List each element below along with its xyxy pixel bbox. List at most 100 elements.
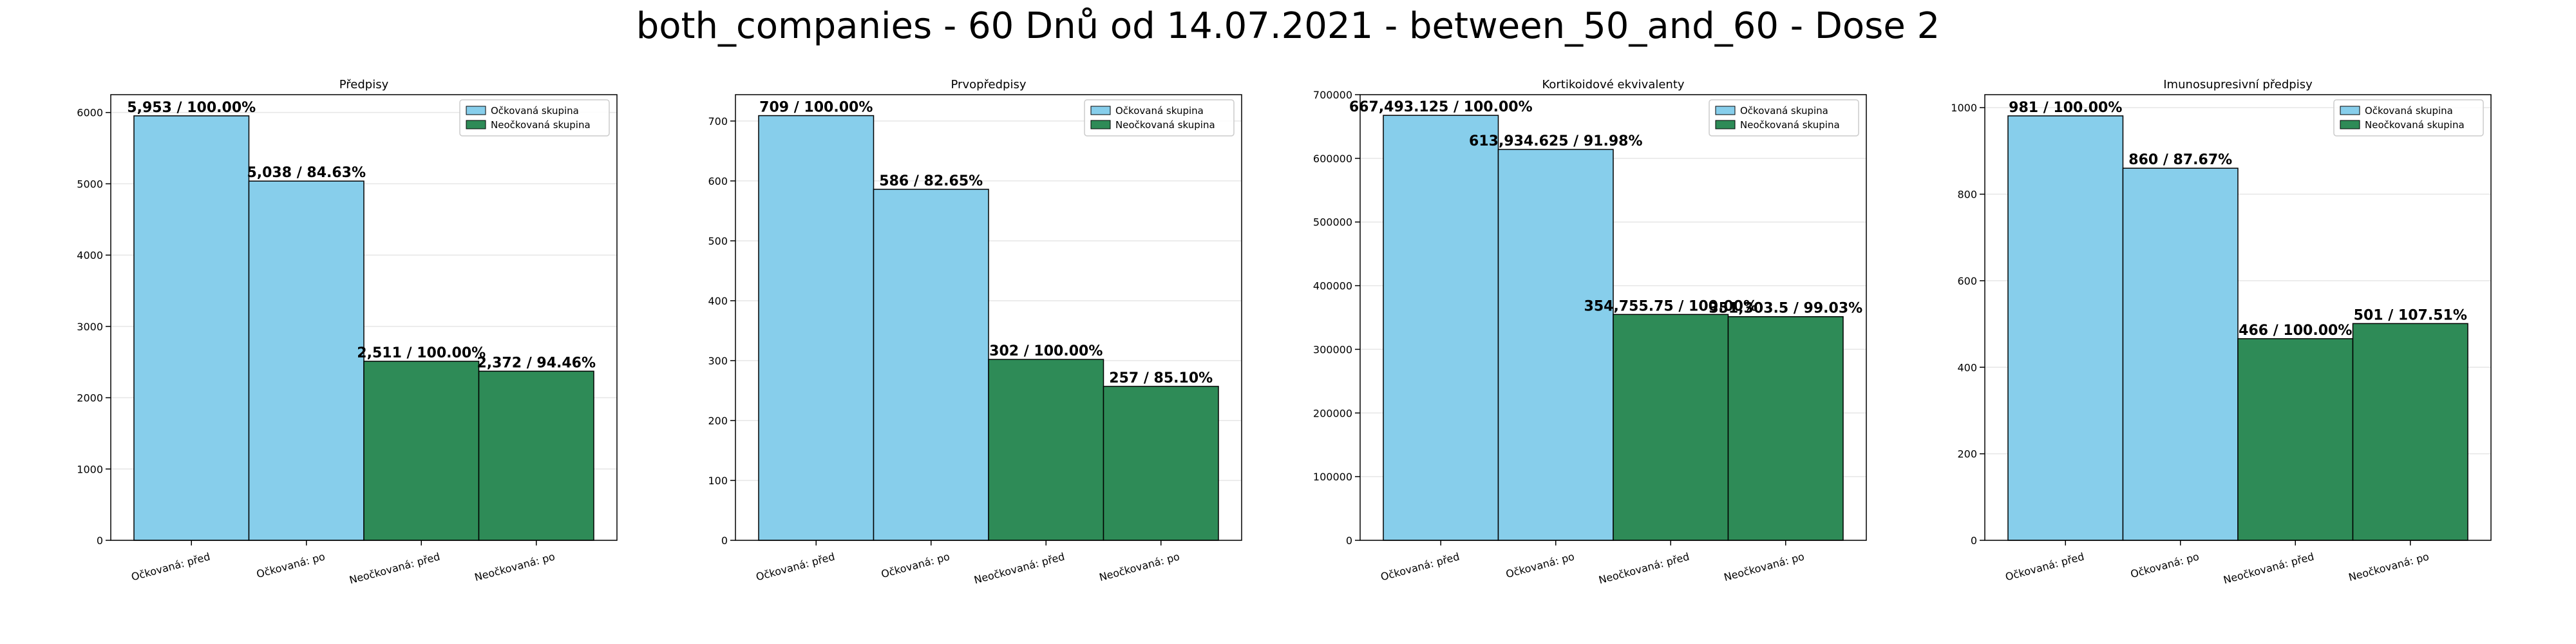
x-tick-label: Očkovaná: po bbox=[1504, 551, 1576, 581]
bar-vaccinated bbox=[758, 115, 875, 541]
bar-unvaccinated bbox=[1613, 314, 1729, 541]
legend-swatch bbox=[2340, 106, 2360, 115]
x-tick-label: Neočkovaná: před bbox=[2222, 551, 2315, 587]
data-label: 667,493.125 / 100.00% bbox=[1349, 99, 1533, 115]
y-tick-label: 0 bbox=[1971, 535, 1977, 547]
data-label: 466 / 100.00% bbox=[2239, 323, 2352, 339]
legend-box bbox=[1084, 99, 1235, 137]
chart-title: Předpisy bbox=[339, 78, 389, 91]
y-tick-label: 300 bbox=[708, 355, 728, 367]
bar-unvaccinated bbox=[1103, 386, 1219, 541]
x-tick-label: Neočkovaná: před bbox=[972, 551, 1066, 587]
legend-label: Očkovaná skupina bbox=[491, 105, 579, 117]
data-label: 257 / 85.10% bbox=[1109, 370, 1213, 386]
data-label: 501 / 107.51% bbox=[2354, 307, 2467, 323]
figure-title: both_companies - 60 Dnů od 14.07.2021 - … bbox=[636, 5, 1940, 47]
axes-frame bbox=[735, 94, 1242, 541]
y-tick-label: 2000 bbox=[77, 392, 103, 404]
bar-unvaccinated bbox=[478, 370, 594, 541]
legend-swatch bbox=[466, 120, 486, 129]
data-label: 709 / 100.00% bbox=[759, 100, 873, 116]
legend-box bbox=[2333, 99, 2484, 137]
y-tick-label: 600 bbox=[708, 175, 728, 187]
legend-label: Neočkovaná skupina bbox=[2365, 119, 2465, 131]
y-tick-label: 0 bbox=[97, 535, 103, 547]
axes-frame bbox=[1359, 94, 1867, 541]
bar-vaccinated bbox=[873, 189, 989, 541]
legend-label: Očkovaná skupina bbox=[1115, 105, 1204, 117]
y-tick-label: 0 bbox=[1346, 535, 1352, 547]
legend-swatch bbox=[1715, 106, 1736, 115]
y-tick-label: 200 bbox=[708, 415, 728, 427]
legend-swatch bbox=[1090, 106, 1111, 115]
bar-unvaccinated bbox=[2352, 323, 2468, 541]
legend-label: Očkovaná skupina bbox=[1740, 105, 1828, 117]
y-tick-label: 0 bbox=[721, 535, 728, 547]
legend-swatch bbox=[1715, 120, 1736, 129]
y-tick-label: 600 bbox=[1957, 275, 1977, 287]
y-tick-label: 800 bbox=[1957, 189, 1977, 201]
y-tick-label: 700 bbox=[708, 115, 728, 128]
data-label: 302 / 100.00% bbox=[989, 343, 1103, 359]
x-tick-label: Očkovaná: před bbox=[2004, 551, 2086, 583]
chart-title: Kortikoidové ekvivalenty bbox=[1542, 78, 1684, 91]
bar-unvaccinated bbox=[1727, 316, 1844, 541]
chart-panel-4: 0 200 400 600 800 1000 981 / 100.00% Očkovaná: … bbox=[1951, 78, 2492, 587]
y-tick-label: 400000 bbox=[1313, 280, 1352, 292]
bar-vaccinated bbox=[2122, 167, 2239, 541]
x-tick-label: Očkovaná: před bbox=[755, 551, 837, 583]
bar-unvaccinated bbox=[2237, 338, 2354, 541]
x-tick-label: Očkovaná: před bbox=[130, 551, 212, 583]
data-label: 5,953 / 100.00% bbox=[127, 100, 256, 116]
x-tick-label: Očkovaná: po bbox=[2129, 551, 2201, 581]
data-label: 2,511 / 100.00% bbox=[357, 345, 486, 361]
y-tick-label: 100 bbox=[708, 475, 728, 487]
y-tick-label: 4000 bbox=[77, 249, 103, 261]
chart-panel-3: 0 100000 200000 300000 400000 500000 600000 700… bbox=[1313, 78, 1867, 587]
legend-label: Neočkovaná skupina bbox=[1115, 119, 1215, 131]
bar-vaccinated bbox=[2007, 115, 2124, 541]
chart-panel-1: 0 1000 2000 3000 4000 5000 6000 5,953 / 100.00%… bbox=[77, 78, 618, 587]
y-tick-label: 3000 bbox=[77, 321, 103, 333]
y-tick-label: 6000 bbox=[77, 107, 103, 119]
legend-swatch bbox=[1090, 120, 1111, 129]
x-tick-label: Neočkovaná: po bbox=[2347, 551, 2430, 584]
y-tick-label: 500000 bbox=[1313, 216, 1352, 229]
x-tick-label: Neočkovaná: po bbox=[1098, 551, 1181, 584]
chart-title: Imunosupresivní předpisy bbox=[2163, 78, 2313, 91]
bar-vaccinated bbox=[248, 180, 365, 541]
axes-frame bbox=[1984, 94, 2492, 541]
x-tick-label: Očkovaná: po bbox=[255, 551, 327, 581]
data-label: 5,038 / 84.63% bbox=[247, 165, 366, 181]
legend-swatch bbox=[2340, 120, 2360, 129]
legend-box bbox=[459, 99, 610, 137]
x-tick-label: Neočkovaná: před bbox=[1597, 551, 1690, 587]
legend-label: Neočkovaná skupina bbox=[1740, 119, 1840, 131]
data-label: 354,755.75 / 100.00% bbox=[1584, 298, 1757, 314]
legend-label: Očkovaná skupina bbox=[2365, 105, 2453, 117]
y-tick-label: 100000 bbox=[1313, 471, 1352, 483]
data-label: 613,934.625 / 91.98% bbox=[1469, 133, 1642, 149]
legend-box bbox=[1709, 99, 1859, 137]
y-tick-label: 300000 bbox=[1313, 343, 1352, 355]
bar-unvaccinated bbox=[363, 361, 480, 541]
chart-title: Prvopředpisy bbox=[951, 78, 1027, 91]
y-tick-label: 1000 bbox=[77, 463, 103, 475]
chart-panel-2: 0 100 200 300 400 500 600 700 709 / 100.00% Očkov… bbox=[708, 78, 1242, 586]
x-tick-label: Neočkovaná: před bbox=[348, 551, 441, 587]
y-tick-label: 1000 bbox=[1951, 102, 1977, 114]
x-tick-label: Neočkovaná: po bbox=[1723, 551, 1806, 584]
y-tick-label: 500 bbox=[708, 235, 728, 247]
y-tick-label: 200000 bbox=[1313, 407, 1352, 419]
axes-frame bbox=[110, 94, 618, 541]
data-label: 2,372 / 94.46% bbox=[477, 355, 596, 371]
bar-vaccinated bbox=[1497, 149, 1614, 541]
data-label: 586 / 82.65% bbox=[879, 173, 983, 189]
bar-vaccinated bbox=[1383, 115, 1499, 541]
y-tick-label: 400 bbox=[708, 295, 728, 307]
y-tick-label: 5000 bbox=[77, 178, 103, 190]
bar-vaccinated bbox=[133, 115, 250, 541]
data-label: 981 / 100.00% bbox=[2009, 100, 2122, 116]
data-label: 860 / 87.67% bbox=[2128, 152, 2232, 168]
